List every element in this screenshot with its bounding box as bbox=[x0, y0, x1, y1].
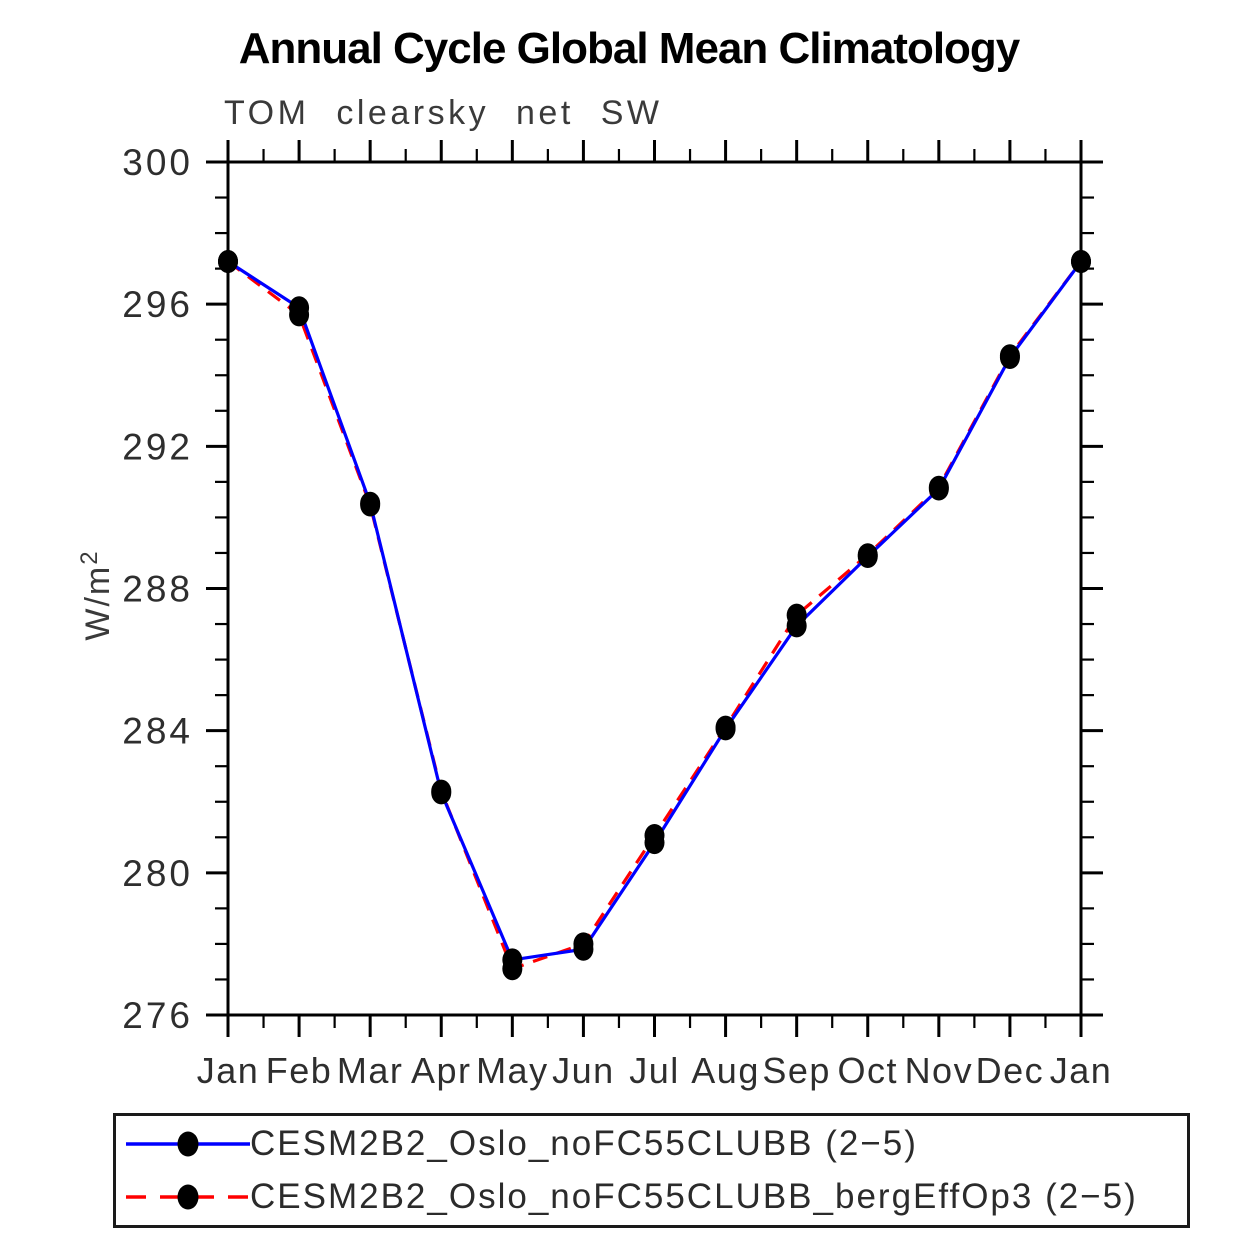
series-line-solid bbox=[227, 260, 1083, 962]
legend-sample-solid-line bbox=[126, 1119, 250, 1169]
legend: CESM2B2_Oslo_noFC55CLUBB (2−5) CESM2B2_O… bbox=[113, 1113, 1190, 1228]
x-tick-label: May bbox=[476, 1050, 549, 1091]
x-tick-label: Aug bbox=[691, 1050, 760, 1091]
legend-label: CESM2B2_Oslo_noFC55CLUBB_bergEffOp3 (2−5… bbox=[250, 1177, 1138, 1216]
y-tick-label: 296 bbox=[122, 284, 193, 325]
legend-label: CESM2B2_Oslo_noFC55CLUBB (2−5) bbox=[250, 1124, 918, 1163]
data-point-marker bbox=[857, 543, 878, 567]
series-line-dashed bbox=[227, 260, 1083, 971]
data-point-marker bbox=[928, 475, 949, 499]
y-tick-label: 288 bbox=[122, 569, 193, 610]
data-point-marker bbox=[289, 303, 310, 327]
legend-item-dashed-series: CESM2B2_Oslo_noFC55CLUBB_bergEffOp3 (2−5… bbox=[116, 1172, 1187, 1222]
data-point-marker bbox=[999, 344, 1020, 368]
data-point-marker bbox=[573, 932, 594, 956]
x-tick-label: Jun bbox=[552, 1050, 615, 1091]
x-tick-label: Jul bbox=[629, 1050, 680, 1091]
legend-line-solid-icon bbox=[126, 1131, 250, 1157]
chart-title: Annual Cycle Global Mean Climatology bbox=[238, 24, 1021, 73]
data-point-marker bbox=[644, 824, 665, 848]
y-tick-label: 276 bbox=[122, 995, 193, 1036]
data-point-marker bbox=[1071, 250, 1091, 274]
x-tick-label: Feb bbox=[266, 1050, 333, 1091]
x-tick-label: Nov bbox=[905, 1050, 974, 1091]
data-point-marker bbox=[431, 779, 452, 803]
legend-marker-dot bbox=[177, 1184, 199, 1210]
x-tick-label: Sep bbox=[762, 1050, 831, 1091]
legend-item-solid-series: CESM2B2_Oslo_noFC55CLUBB (2−5) bbox=[116, 1119, 1187, 1169]
y-tick-label: 292 bbox=[122, 426, 193, 467]
x-tick-label: Jan bbox=[1050, 1050, 1113, 1091]
legend-marker-dot bbox=[177, 1131, 199, 1157]
y-tick-label: 280 bbox=[122, 853, 193, 894]
y-tick-label: 284 bbox=[122, 711, 193, 752]
x-tick-label: Mar bbox=[337, 1050, 404, 1091]
data-point-marker bbox=[786, 603, 807, 627]
x-tick-label: Apr bbox=[411, 1050, 472, 1091]
data-point-marker bbox=[715, 715, 736, 739]
data-point-marker bbox=[218, 250, 238, 274]
plot-frame bbox=[226, 160, 1083, 1017]
legend-line-dashed-icon bbox=[126, 1184, 250, 1210]
data-point-marker bbox=[360, 493, 381, 517]
x-tick-label: Oct bbox=[837, 1050, 898, 1091]
y-tick-label: 300 bbox=[122, 142, 193, 183]
chart-subtitle: TOM clearsky net SW bbox=[224, 94, 663, 132]
x-tick-label: Dec bbox=[976, 1050, 1045, 1091]
legend-sample-dashed-line bbox=[126, 1172, 250, 1222]
data-point-marker bbox=[502, 957, 523, 981]
x-tick-label: Jan bbox=[197, 1050, 260, 1091]
